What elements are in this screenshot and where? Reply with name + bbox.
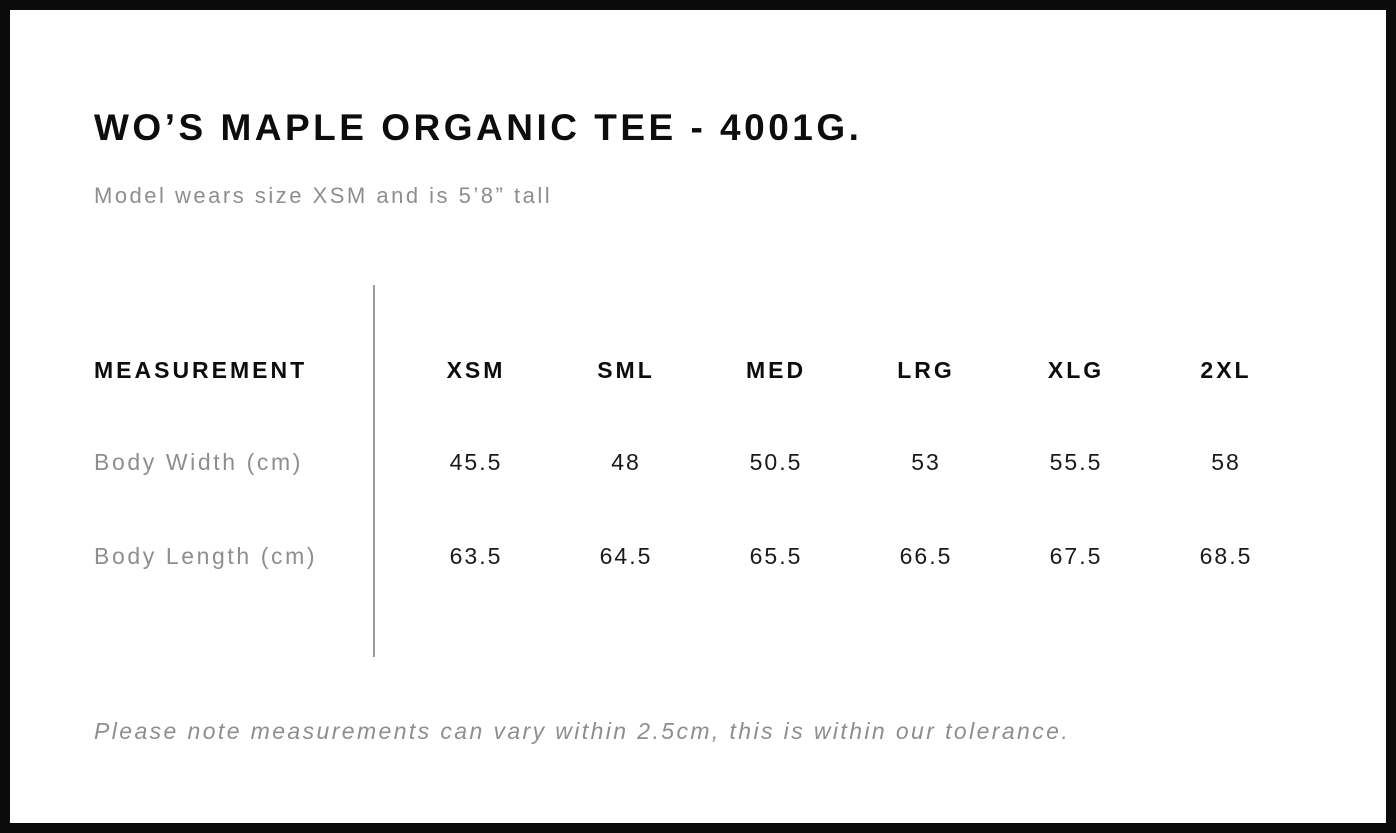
body-length-xlg: 67.5 xyxy=(1049,542,1103,569)
body-length-xsm: 63.5 xyxy=(449,542,503,569)
size-chart-table: MEASUREMENT XSM SML MED LRG XLG 2XL Body… xyxy=(10,10,1386,823)
body-width-sml: 48 xyxy=(611,448,641,475)
size-column-header-xsm: XSM xyxy=(446,356,506,383)
model-size-subtitle: Model wears size XSM and is 5’8” tall xyxy=(94,183,553,208)
measurement-column-header: MEASUREMENT xyxy=(94,356,308,383)
size-column-header-med: MED xyxy=(745,356,807,383)
table-row-body-length: Body Length (cm) 63.5 64.5 65.5 66.5 67.… xyxy=(94,540,1301,572)
body-width-xlg: 55.5 xyxy=(1049,448,1103,475)
body-length-lrg: 66.5 xyxy=(899,542,953,569)
table-header-row: MEASUREMENT XSM SML MED LRG XLG 2XL xyxy=(94,354,1301,386)
body-length-med: 65.5 xyxy=(749,542,803,569)
row-label: Body Length (cm) xyxy=(94,542,318,569)
table-row-body-width: Body Width (cm) 45.5 48 50.5 53 55.5 58 xyxy=(94,446,1301,478)
body-width-lrg: 53 xyxy=(911,448,941,475)
size-column-header-lrg: LRG xyxy=(897,356,955,383)
body-length-2xl: 68.5 xyxy=(1199,542,1253,569)
body-width-med: 50.5 xyxy=(749,448,803,475)
row-label: Body Width (cm) xyxy=(94,448,303,475)
body-width-2xl: 58 xyxy=(1211,448,1241,475)
page-title: WO’S MAPLE ORGANIC TEE - 4001G. xyxy=(94,107,863,148)
body-width-xsm: 45.5 xyxy=(449,448,503,475)
table-vertical-divider xyxy=(373,285,375,657)
size-column-header-2xl: 2XL xyxy=(1200,356,1252,383)
body-length-sml: 64.5 xyxy=(599,542,653,569)
size-column-header-sml: SML xyxy=(597,356,655,383)
tolerance-note: Please note measurements can vary within… xyxy=(94,718,1071,744)
size-column-header-xlg: XLG xyxy=(1047,356,1105,383)
